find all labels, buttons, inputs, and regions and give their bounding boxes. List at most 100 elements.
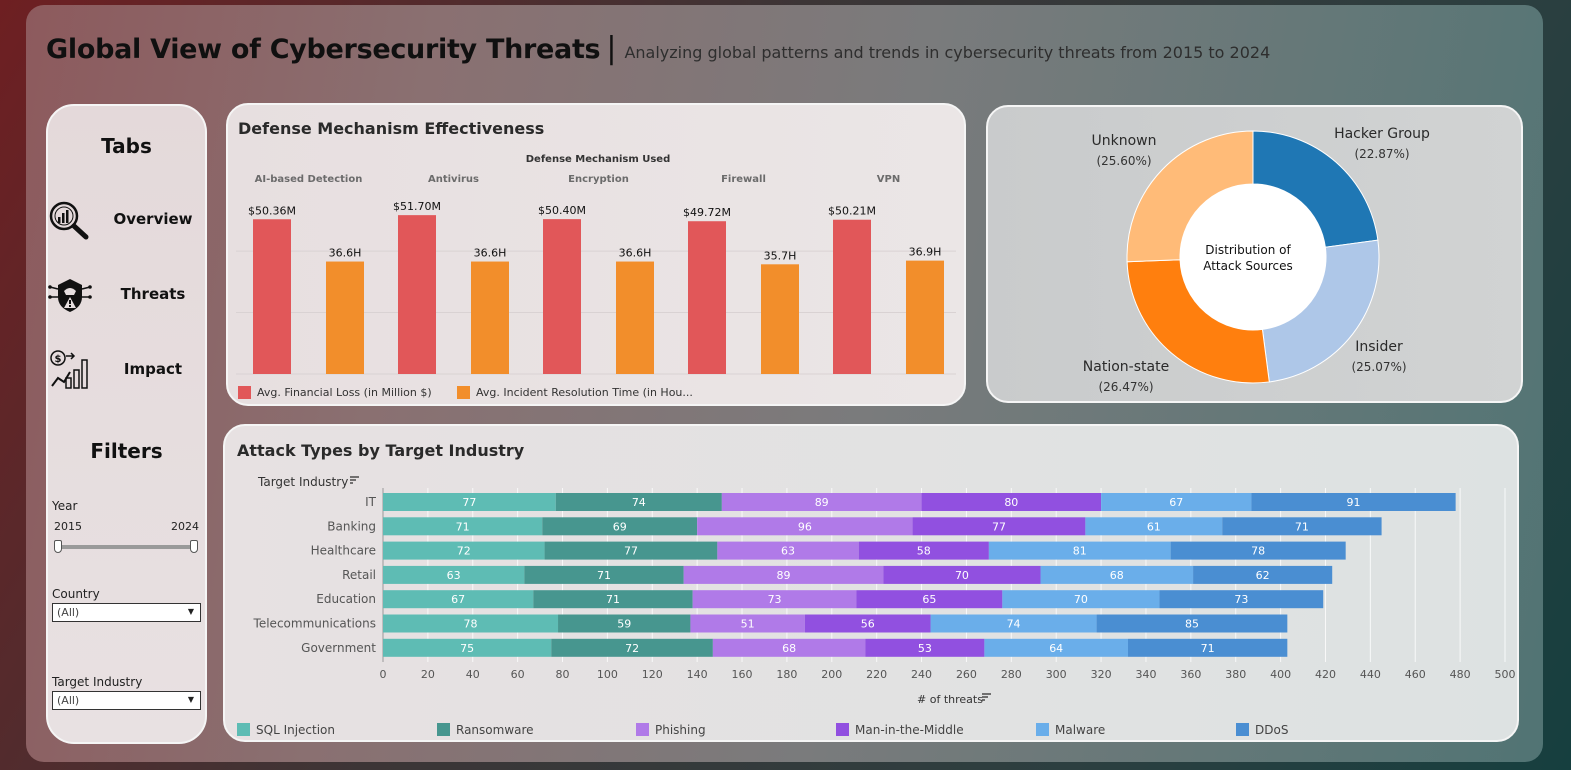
- stacked-bar-segment[interactable]: [558, 614, 691, 633]
- bar-resolution-time[interactable]: [906, 260, 944, 374]
- country-select-value: (All): [57, 606, 80, 619]
- stacked-bar-segment[interactable]: [865, 638, 985, 657]
- legend-label: Avg. Incident Resolution Time (in Hou...: [476, 386, 693, 399]
- stacked-bar-segment[interactable]: [551, 638, 713, 657]
- stacked-bar-segment[interactable]: [804, 614, 931, 633]
- bar-resolution-time[interactable]: [326, 261, 364, 374]
- stacked-bar-segment[interactable]: [1128, 638, 1288, 657]
- segment-label: 74: [1007, 618, 1021, 631]
- stacked-bar-segment[interactable]: [1096, 614, 1288, 633]
- stacked-bar-segment[interactable]: [524, 565, 684, 584]
- bar-financial-loss[interactable]: [543, 219, 581, 374]
- stacked-bar-segment[interactable]: [533, 590, 693, 609]
- stacked-bar-segment[interactable]: [1159, 590, 1324, 609]
- stacked-bar-segment[interactable]: [692, 590, 857, 609]
- stacked-bar-segment[interactable]: [712, 638, 866, 657]
- year-slider-track[interactable]: [58, 545, 196, 549]
- stacked-bar-segment[interactable]: [921, 493, 1102, 511]
- data-label: $50.40M: [538, 204, 586, 217]
- donut-center-label: Distribution of: [1205, 243, 1291, 257]
- bar-resolution-time[interactable]: [471, 261, 509, 374]
- legend-label: Avg. Financial Loss (in Million $): [257, 386, 432, 399]
- x-tick-label: 100: [597, 668, 618, 681]
- nav-item-threats[interactable]: Threats: [48, 271, 209, 317]
- x-tick-label: 140: [687, 668, 708, 681]
- y-tick-label: Telecommunications: [253, 617, 376, 631]
- bar-financial-loss[interactable]: [688, 221, 726, 374]
- legend-label: DDoS: [1255, 723, 1288, 737]
- x-tick-label: 400: [1270, 668, 1291, 681]
- legend-swatch: [1036, 723, 1049, 736]
- segment-label: 75: [460, 642, 474, 655]
- x-tick-label: 480: [1450, 668, 1471, 681]
- bar-resolution-time[interactable]: [761, 264, 799, 374]
- stacked-bar-segment[interactable]: [383, 565, 525, 584]
- segment-label: 69: [613, 520, 627, 533]
- category-header: AI-based Detection: [255, 174, 363, 185]
- stacked-bar-segment[interactable]: [383, 493, 556, 511]
- industry-filter-label: Target Industry: [52, 675, 143, 689]
- nav-label-overview: Overview: [113, 210, 193, 228]
- stacked-bar-segment[interactable]: [697, 517, 913, 536]
- stacked-bar-segment[interactable]: [555, 493, 722, 511]
- stacked-bar-segment[interactable]: [690, 614, 805, 633]
- stacked-bar-segment[interactable]: [930, 614, 1097, 633]
- chevron-down-icon: ▼: [187, 607, 194, 616]
- stacked-bar-segment[interactable]: [912, 517, 1086, 536]
- stacked-bar-segment[interactable]: [383, 638, 552, 657]
- attack-types-title: Attack Types by Target Industry: [237, 441, 525, 460]
- stacked-bar-segment[interactable]: [858, 541, 989, 560]
- stacked-bar-segment[interactable]: [544, 541, 718, 560]
- segment-label: 71: [597, 569, 611, 582]
- stacked-bar-segment[interactable]: [1040, 565, 1194, 584]
- segment-label: 61: [1147, 520, 1161, 533]
- stacked-bar-segment[interactable]: [1170, 541, 1346, 560]
- sort-icon[interactable]: [350, 476, 359, 484]
- segment-label: 80: [1004, 496, 1018, 509]
- nav-item-impact[interactable]: $ Impact: [48, 346, 209, 392]
- stacked-bar-segment[interactable]: [1222, 517, 1382, 536]
- x-tick-label: 240: [911, 668, 932, 681]
- data-label: 35.7H: [764, 249, 797, 262]
- y-tick-label: Retail: [342, 568, 376, 582]
- stacked-bar-segment[interactable]: [383, 614, 559, 633]
- bar-financial-loss[interactable]: [833, 219, 871, 374]
- segment-label: 77: [992, 520, 1006, 533]
- year-slider-max-handle[interactable]: [190, 540, 198, 553]
- sort-icon[interactable]: [982, 693, 991, 701]
- sidebar-panel: Tabs Overview Threats: [46, 104, 207, 744]
- stacked-bar-segment[interactable]: [383, 541, 545, 560]
- bar-resolution-time[interactable]: [616, 261, 654, 374]
- stacked-bar-segment[interactable]: [988, 541, 1171, 560]
- stacked-bar-segment[interactable]: [984, 638, 1129, 657]
- stacked-bar-segment[interactable]: [683, 565, 884, 584]
- industry-select[interactable]: (All) ▼: [52, 691, 201, 710]
- stacked-bar-segment[interactable]: [717, 541, 859, 560]
- country-select[interactable]: (All) ▼: [52, 603, 201, 622]
- stacked-bar-segment[interactable]: [856, 590, 1003, 609]
- x-tick-label: 360: [1180, 668, 1201, 681]
- stacked-bar-segment[interactable]: [542, 517, 698, 536]
- stacked-bar-segment[interactable]: [1251, 493, 1456, 511]
- segment-label: 71: [1201, 642, 1215, 655]
- nav-label-impact: Impact: [123, 360, 183, 378]
- stacked-bar-segment[interactable]: [1002, 590, 1160, 609]
- x-tick-label: 80: [556, 668, 570, 681]
- segment-label: 72: [625, 642, 639, 655]
- stacked-bar-segment[interactable]: [883, 565, 1041, 584]
- bar-financial-loss[interactable]: [398, 215, 436, 374]
- stacked-bar-segment[interactable]: [1085, 517, 1223, 536]
- stacked-bar-segment[interactable]: [1101, 493, 1252, 511]
- stacked-bar-segment[interactable]: [1193, 565, 1333, 584]
- defense-chart: Defense Mechanism Used AI-based Detectio…: [236, 154, 956, 375]
- slice-percent: (22.87%): [1354, 147, 1409, 161]
- legend-swatch: [836, 723, 849, 736]
- segment-label: 59: [617, 618, 631, 631]
- nav-item-overview[interactable]: Overview: [48, 196, 209, 242]
- legend-swatch: [238, 386, 251, 399]
- stacked-bar-segment[interactable]: [721, 493, 922, 511]
- stacked-bar-segment[interactable]: [383, 590, 534, 609]
- bar-financial-loss[interactable]: [253, 219, 291, 374]
- year-slider-min-handle[interactable]: [54, 540, 62, 553]
- stacked-bar-segment[interactable]: [383, 517, 543, 536]
